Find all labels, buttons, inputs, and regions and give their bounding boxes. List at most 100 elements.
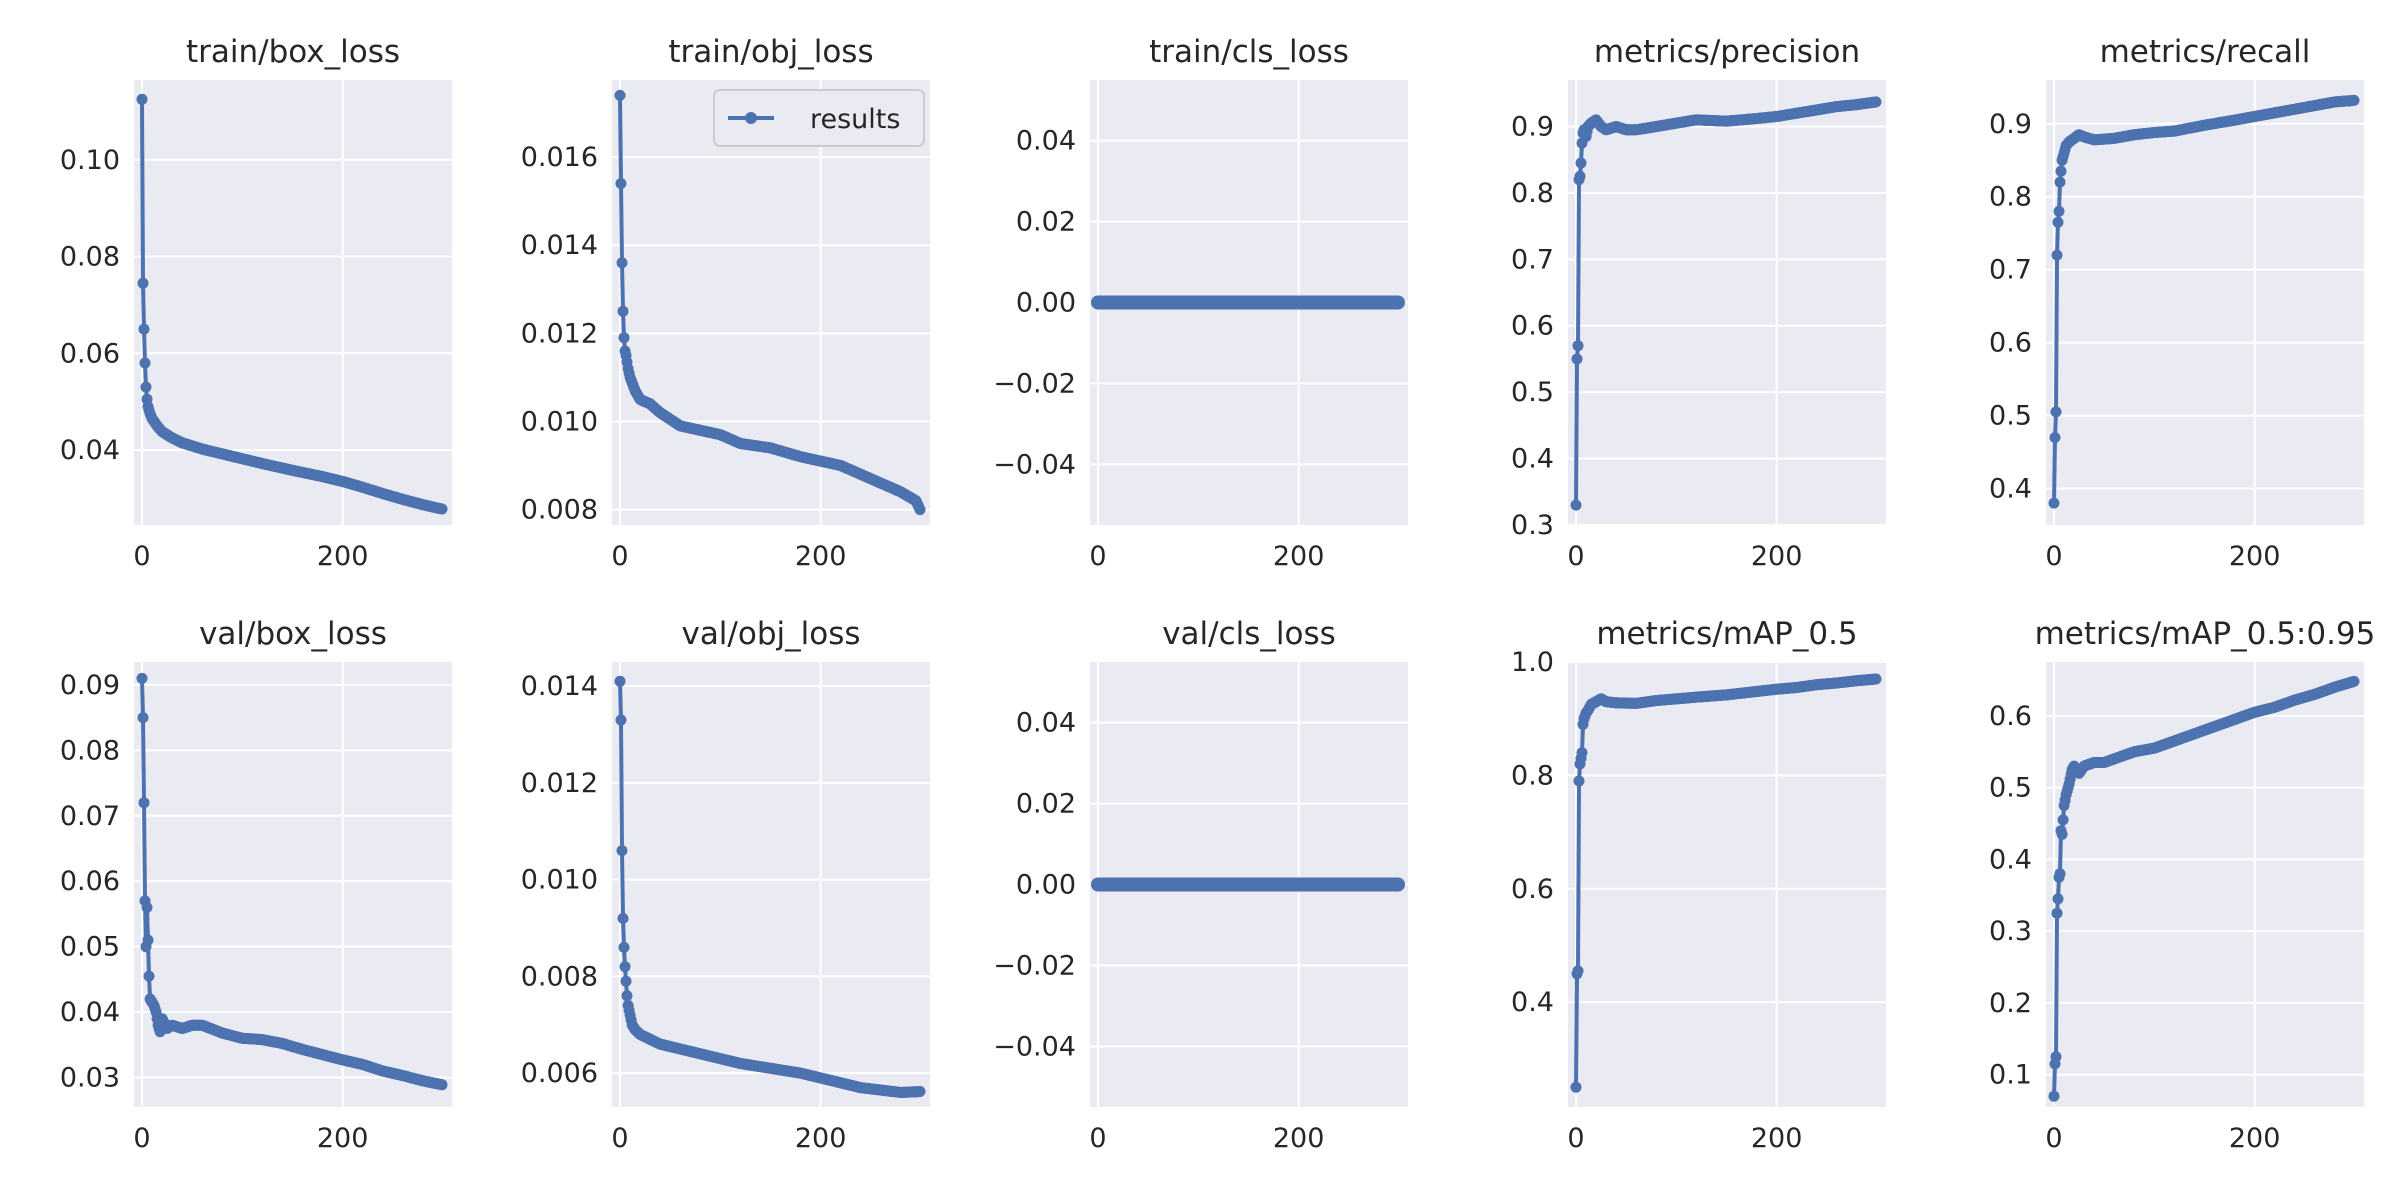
- data-point: [2048, 1090, 2060, 1102]
- chart-panel: metrics/mAP_0.5 0 200 0.4 0.6 0.8 1.0: [1511, 616, 1886, 1154]
- chart-title: train/box_loss: [186, 34, 400, 70]
- y-tick-label: 0.3: [1511, 510, 1554, 541]
- y-tick-label: 0.04: [1016, 708, 1076, 739]
- y-tick-label: 0.10: [60, 145, 120, 176]
- plot-area: [134, 80, 452, 525]
- data-point: [2054, 868, 2066, 880]
- data-point: [137, 712, 149, 724]
- y-tick-label: 0.8: [1511, 178, 1554, 209]
- y-tick-label: 0.6: [1989, 328, 2032, 359]
- data-point: [2053, 205, 2065, 217]
- x-tick-label: 0: [2045, 541, 2062, 572]
- x-tick-label: 200: [2229, 541, 2281, 572]
- y-tick-label: 0.4: [1989, 844, 2032, 875]
- y-tick-label: 0.2: [1989, 988, 2032, 1019]
- x-tick-label: 200: [317, 1123, 369, 1154]
- data-point: [141, 901, 153, 913]
- data-point: [1574, 170, 1586, 182]
- y-tick-label: 0.03: [60, 1063, 120, 1094]
- data-point: [2348, 94, 2360, 106]
- y-tick-label: 0.06: [60, 866, 120, 897]
- plot-area: [134, 662, 452, 1107]
- y-tick-label: 0.6: [1511, 311, 1554, 342]
- chart-title: train/obj_loss: [668, 34, 873, 70]
- y-tick-label: 0.8: [1511, 760, 1554, 791]
- x-tick-label: 0: [611, 1123, 628, 1154]
- data-point: [616, 845, 628, 857]
- y-tick-label: 1.0: [1511, 647, 1554, 678]
- data-point: [2348, 675, 2360, 687]
- y-tick-label: 0.04: [60, 435, 120, 466]
- y-tick-label: 0.6: [1511, 874, 1554, 905]
- y-tick-label: 0.00: [1016, 870, 1076, 901]
- y-tick-label: 0.04: [60, 997, 120, 1028]
- data-point: [139, 357, 151, 369]
- x-tick-label: 200: [317, 541, 369, 572]
- plot-area: [1568, 662, 1886, 1107]
- y-tick-label: 0.8: [1989, 182, 2032, 213]
- y-tick-label: 0.9: [1511, 111, 1554, 142]
- y-tick-label: −0.04: [993, 1031, 1076, 1062]
- x-tick-label: 0: [611, 541, 628, 572]
- data-point: [619, 961, 631, 973]
- x-tick-label: 200: [795, 541, 847, 572]
- y-tick-label: 0.010: [521, 406, 598, 437]
- y-tick-label: 0.5: [1511, 377, 1554, 408]
- data-point: [1570, 1081, 1582, 1093]
- y-tick-label: 0.014: [521, 671, 598, 702]
- data-point: [614, 89, 626, 101]
- data-point: [1572, 340, 1584, 352]
- x-tick-label: 200: [795, 1123, 847, 1154]
- data-point: [136, 93, 148, 105]
- data-point: [1576, 747, 1588, 759]
- chart-title: val/cls_loss: [1162, 616, 1336, 652]
- y-tick-label: 0.006: [521, 1058, 598, 1089]
- data-point: [436, 1079, 448, 1091]
- data-point: [2057, 814, 2069, 826]
- y-tick-label: 0.07: [60, 801, 120, 832]
- y-tick-label: 0.3: [1989, 916, 2032, 947]
- data-point: [138, 323, 150, 335]
- x-tick-label: 0: [1567, 541, 1584, 572]
- y-tick-label: 0.05: [60, 932, 120, 963]
- chart-title: metrics/recall: [2100, 34, 2311, 70]
- data-point: [2052, 216, 2064, 228]
- data-point: [1575, 157, 1587, 169]
- legend-marker: [745, 112, 757, 124]
- x-tick-label: 0: [1089, 541, 1106, 572]
- chart-title: train/cls_loss: [1149, 34, 1349, 70]
- y-tick-label: 0.008: [521, 961, 598, 992]
- x-tick-label: 0: [133, 541, 150, 572]
- chart-title: val/obj_loss: [681, 616, 860, 652]
- y-tick-label: 0.02: [1016, 789, 1076, 820]
- data-point: [138, 797, 150, 809]
- y-tick-label: 0.02: [1016, 207, 1076, 238]
- data-point: [616, 257, 628, 269]
- plot-area: [612, 662, 930, 1107]
- data-point: [2051, 907, 2063, 919]
- data-point: [620, 975, 632, 987]
- chart-title: metrics/mAP_0.5: [1596, 616, 1857, 652]
- data-point: [1572, 965, 1584, 977]
- chart-panel: train/box_loss 0 200 0.04 0.06 0.08 0.10: [60, 34, 452, 572]
- y-tick-label: 0.1: [1989, 1060, 2032, 1091]
- y-tick-label: 0.012: [521, 768, 598, 799]
- y-tick-label: 0.04: [1016, 126, 1076, 157]
- data-point: [618, 332, 630, 344]
- data-point: [1570, 499, 1582, 511]
- y-tick-label: 0.7: [1511, 244, 1554, 275]
- data-point: [2056, 828, 2068, 840]
- data-point: [914, 1086, 926, 1097]
- x-tick-label: 200: [2229, 1123, 2281, 1154]
- data-point: [914, 504, 926, 516]
- chart-panel: val/cls_loss 0 200 −0.04 −0.02 0.00 0.02 0.04: [993, 616, 1408, 1154]
- data-point: [1573, 775, 1585, 787]
- x-tick-label: 200: [1751, 541, 1803, 572]
- chart-title: metrics/precision: [1594, 34, 1860, 70]
- x-tick-label: 200: [1751, 1123, 1803, 1154]
- data-point: [615, 178, 627, 189]
- data-point: [140, 381, 152, 393]
- chart-panel: val/box_loss 0 200 0.03 0.04 0.05 0.06 0.07 0.08…: [60, 616, 452, 1154]
- y-tick-label: 0.5: [1989, 773, 2032, 804]
